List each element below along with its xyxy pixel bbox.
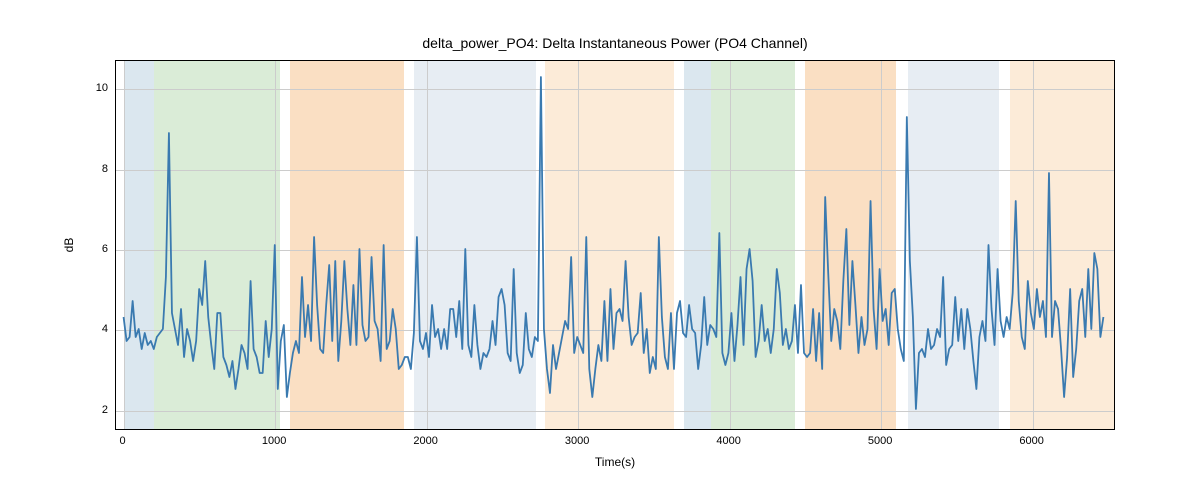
xtick-mark (275, 429, 276, 430)
xtick-mark (881, 429, 882, 430)
xtick-label: 4000 (716, 435, 740, 447)
x-axis-label: Time(s) (115, 455, 1115, 469)
ytick-label: 2 (102, 404, 108, 416)
xtick-label: 3000 (565, 435, 589, 447)
xtick-label: 5000 (868, 435, 892, 447)
ytick-label: 10 (96, 82, 108, 94)
plot-area (115, 60, 1115, 430)
xtick-label: 6000 (1019, 435, 1043, 447)
xtick-label: 2000 (413, 435, 437, 447)
chart-title: delta_power_PO4: Delta Instantaneous Pow… (115, 35, 1115, 51)
xtick-label: 1000 (262, 435, 286, 447)
xtick-mark (1033, 429, 1034, 430)
xtick-mark (730, 429, 731, 430)
ytick-label: 4 (102, 323, 108, 335)
line-series (116, 61, 1114, 429)
chart-container (115, 60, 1115, 430)
xtick-label: 0 (120, 435, 126, 447)
y-axis-label: dB (62, 238, 76, 253)
ytick-label: 6 (102, 243, 108, 255)
xtick-mark (124, 429, 125, 430)
ytick-label: 8 (102, 163, 108, 175)
xtick-mark (427, 429, 428, 430)
xtick-mark (578, 429, 579, 430)
